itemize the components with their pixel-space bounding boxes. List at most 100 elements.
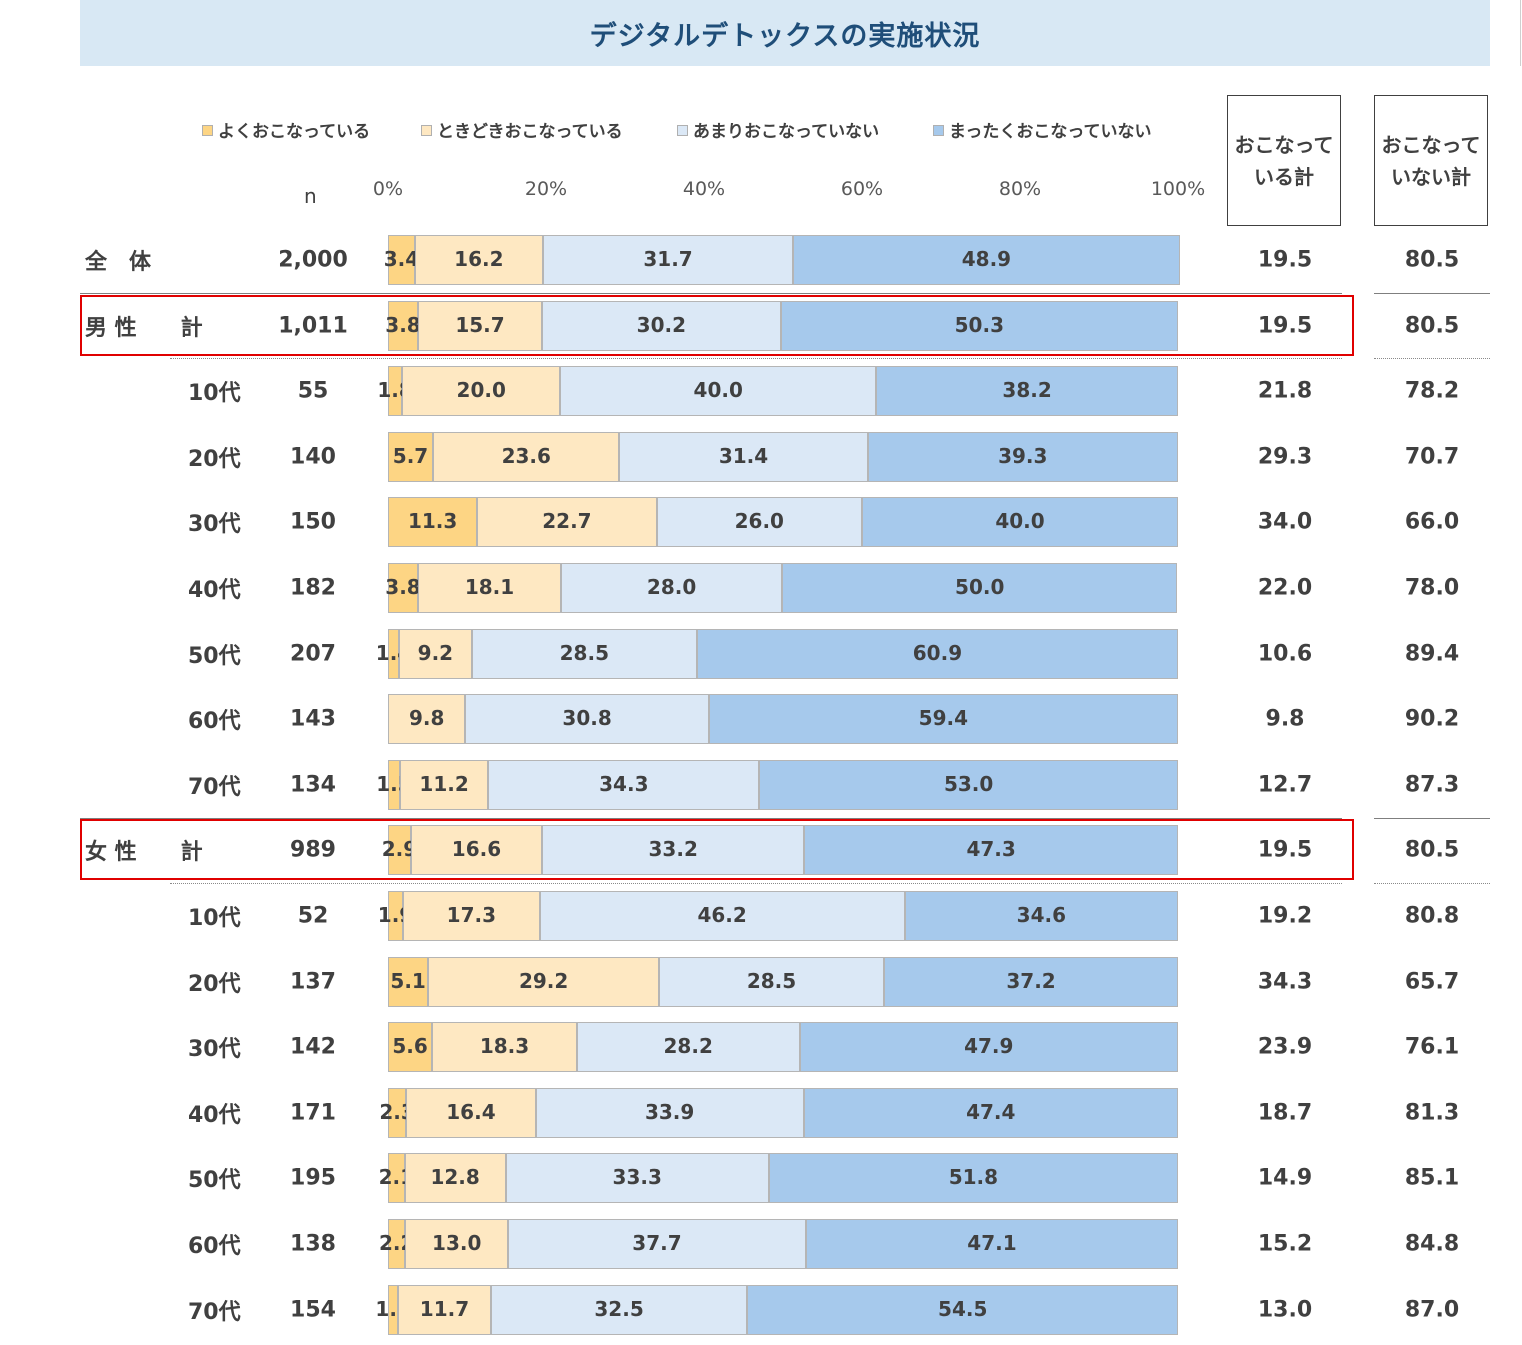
doing-total-value: 13.0 [1257, 1297, 1313, 1323]
bar-data-label: 37.7 [632, 1231, 682, 1255]
bar-data-label: 3.8 [385, 312, 421, 337]
bar-data-label: 33.3 [612, 1165, 662, 1190]
legend-label: よくおこなっている [218, 121, 371, 142]
bar-segment [539, 891, 905, 941]
bar-data-label: 38.2 [1002, 378, 1052, 403]
bar-data-label: 40.0 [995, 509, 1045, 534]
doing-total-value: 19.2 [1257, 903, 1313, 929]
bar-data-label: 26.0 [734, 509, 784, 534]
doing-total-value: 10.6 [1257, 641, 1313, 667]
bar-data-label: 9.2 [417, 640, 454, 665]
row-n-value: 143 [290, 706, 336, 732]
not-doing-total-value: 80.5 [1404, 247, 1460, 273]
row-n-value: 1,011 [278, 313, 348, 339]
bar-data-label: 37.2 [1006, 968, 1056, 993]
bar-segment [388, 694, 466, 745]
bar-segment [508, 1219, 806, 1269]
doing-total-value: 12.7 [1257, 772, 1313, 798]
row-label: 50代 [188, 643, 241, 669]
legend-swatch [421, 125, 432, 136]
legend-item: まったくおこなっていない [933, 116, 1151, 142]
not-doing-total-value: 84.8 [1404, 1231, 1460, 1257]
row-n-value: 52 [297, 903, 329, 929]
bar-data-label: 11.3 [407, 509, 458, 534]
section-separator [1374, 292, 1490, 294]
bar-data-label: 5.1 [390, 968, 426, 993]
row-n-value: 142 [290, 1034, 336, 1060]
bar-segment [388, 300, 419, 351]
bar-segment [433, 431, 620, 482]
row-n-value: 2,000 [278, 247, 348, 273]
subgroup-separator [170, 883, 1342, 885]
row-label: 20代 [188, 446, 241, 472]
bar-data-label: 47.1 [967, 1231, 1017, 1255]
row-label: 30代 [188, 512, 241, 538]
bar-segment [656, 497, 862, 548]
doing-total-value: 21.8 [1257, 378, 1313, 404]
row-label: 70代 [188, 1299, 241, 1325]
bar-segment [388, 431, 434, 482]
bar-data-label: 28.2 [663, 1034, 713, 1059]
legend-item: よくおこなっている [202, 116, 370, 142]
bar-data-label: 60.9 [912, 640, 963, 665]
bar-data-label: 33.2 [648, 837, 698, 862]
bar-segment [406, 1087, 536, 1138]
bar-data-label: 12.8 [430, 1165, 480, 1190]
bar-data-label: 48.9 [961, 247, 1012, 271]
x-tick-label: 0% [372, 178, 404, 200]
not-doing-total-value: 87.0 [1404, 1297, 1460, 1323]
doing-total-value: 29.3 [1257, 444, 1313, 470]
not-doing-total-value: 80.8 [1404, 903, 1460, 929]
bar-data-label: 39.3 [998, 443, 1048, 468]
bar-segment [465, 694, 709, 745]
bar-segment [404, 1153, 506, 1204]
row-n-value: 989 [290, 837, 336, 863]
bar-segment [799, 1022, 1178, 1073]
bar-data-label: 30.8 [562, 706, 612, 731]
bar-data-label: 20.0 [456, 378, 506, 403]
chart-title: デジタルデトックスの実施状況 [589, 20, 981, 52]
bar-data-label: 46.2 [697, 903, 747, 927]
bar-segment [388, 563, 419, 613]
row-label: 40代 [188, 578, 241, 603]
row-n-value: 207 [290, 641, 336, 667]
row-label: 60代 [188, 709, 241, 735]
not-doing-total-value: 78.2 [1404, 378, 1460, 404]
bar-data-label: 33.9 [644, 1099, 695, 1124]
bar-segment [388, 1022, 433, 1073]
not-doing-total-value: 81.3 [1404, 1100, 1460, 1126]
row-n-value: 137 [290, 969, 336, 995]
bar-data-label: 18.1 [464, 575, 515, 599]
bar-segment [388, 825, 411, 876]
bar-segment [388, 628, 400, 679]
bar-segment [418, 563, 561, 613]
row-label: 男 性 計 [85, 315, 203, 341]
x-tick-label: 100% [1150, 178, 1206, 200]
bar-data-label: 5.6 [392, 1034, 428, 1059]
bar-data-label: 13.0 [432, 1231, 482, 1255]
bar-segment [862, 497, 1178, 548]
bar-segment [780, 300, 1178, 351]
bar-data-label: 50.3 [954, 312, 1004, 337]
section-separator [80, 292, 1342, 294]
bar-data-label: 28.0 [646, 575, 697, 599]
bar-data-label: 5.7 [392, 443, 429, 468]
doing-total-header: おこなって いる計 [1227, 95, 1341, 226]
bar-segment [535, 1087, 804, 1138]
row-n-value: 150 [290, 509, 336, 535]
bar-segment [884, 956, 1178, 1007]
bar-segment [759, 759, 1178, 810]
legend-item: あまりおこなっていない [677, 116, 879, 142]
not-doing-total-value: 87.3 [1404, 772, 1460, 798]
bar-segment [428, 956, 659, 1007]
row-n-value: 134 [290, 772, 336, 798]
bar-data-label: 9.8 [408, 706, 445, 731]
bar-data-label: 11.2 [419, 771, 469, 796]
bar-segment [414, 235, 543, 285]
bar-data-label: 3.8 [385, 575, 421, 599]
not-doing-total-value: 89.4 [1404, 641, 1460, 667]
bar-segment [388, 956, 429, 1007]
bar-segment [399, 628, 472, 679]
bar-segment [542, 300, 781, 351]
x-tick-label: 20% [524, 178, 568, 200]
